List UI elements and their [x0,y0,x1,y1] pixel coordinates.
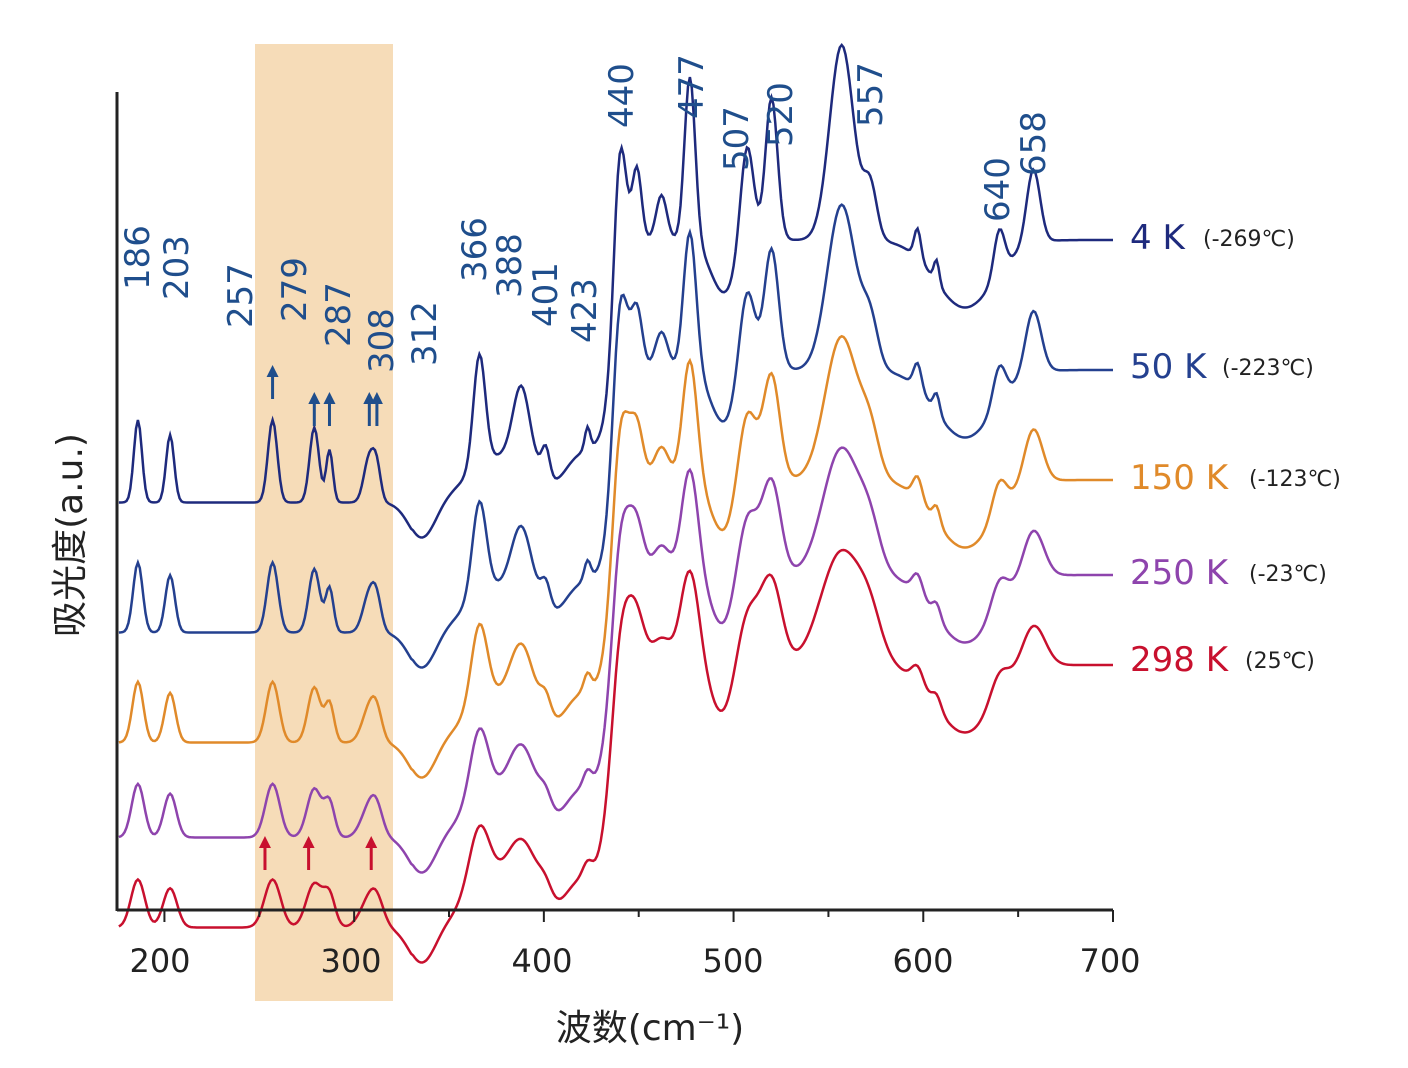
peak-label: 186 [118,225,158,290]
legend-4k: 4 K (-269℃) [1130,218,1295,258]
peak-label: 557 [851,62,891,127]
x-axis-title: 波数(cm⁻¹) [556,1008,744,1049]
peak-label: 308 [362,308,402,373]
legend-celsius: (-123℃) [1249,467,1341,492]
peak-label: 640 [978,157,1018,222]
x-tick-label: 400 [511,942,572,980]
legend-celsius: (25℃) [1245,649,1315,674]
x-tick-label: 500 [702,942,763,980]
peak-label: 279 [275,257,315,322]
x-tick-label: 700 [1079,942,1140,980]
legend-50k: 50 K (-223℃) [1130,347,1314,387]
x-tick-label: 300 [320,942,381,980]
peak-label: 287 [319,282,359,347]
legend-celsius: (-223℃) [1222,356,1314,381]
peak-label: 520 [761,82,801,147]
peak-label: 477 [672,54,712,119]
legend-label: 50 K [1130,347,1208,387]
legend-298k: 298 K (25℃) [1130,640,1315,680]
peak-label: 440 [602,63,642,128]
peak-label: 423 [565,278,605,343]
peak-label: 203 [157,235,197,300]
ir-spectrum-chart: 200 300 400 500 600 700 波数(cm⁻¹) 吸光度(a.u… [0,0,1408,1068]
peak-label: 401 [526,262,566,327]
y-axis-title: 吸光度(a.u.) [50,433,91,637]
peak-label: 658 [1014,111,1054,176]
legend-label: 4 K [1130,218,1186,258]
x-tick-label: 600 [892,942,953,980]
legend-celsius: (-269℃) [1203,227,1295,252]
legend-150k: 150 K (-123℃) [1130,458,1341,498]
peak-label: 507 [717,106,757,171]
legend-celsius: (-23℃) [1249,562,1327,587]
peak-label: 366 [455,217,495,282]
peak-label: 312 [405,301,445,366]
legend-label: 250 K [1130,553,1230,593]
legend-250k: 250 K (-23℃) [1130,553,1327,593]
legend-label: 298 K [1130,640,1230,680]
peak-label: 257 [221,263,261,328]
legend-label: 150 K [1130,458,1230,498]
peak-label: 388 [490,233,530,298]
x-tick-label: 200 [129,942,190,980]
